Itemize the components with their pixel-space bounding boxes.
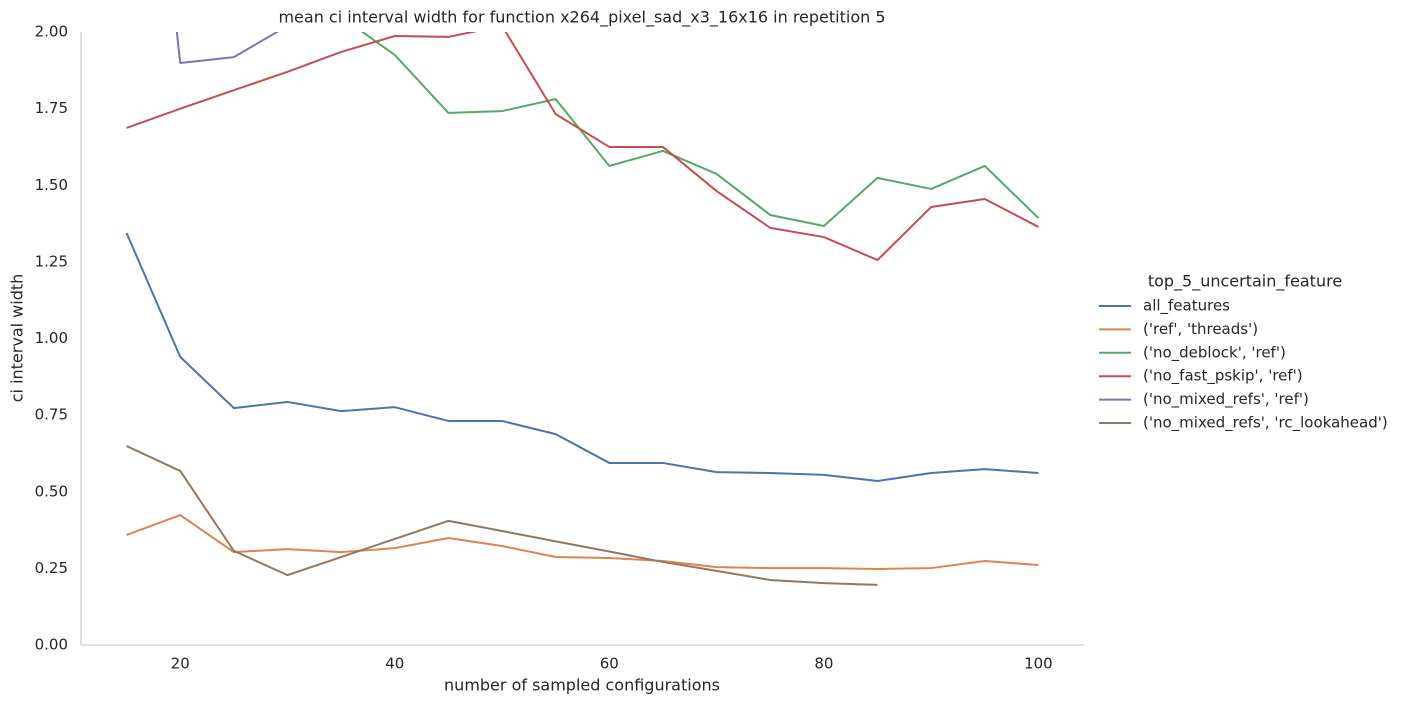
x-tick-label: 100 (1024, 655, 1053, 673)
y-tick-label: 1.00 (35, 329, 68, 347)
legend-label: all_features (1143, 297, 1230, 316)
x-tick-label: 40 (385, 655, 404, 673)
x-tick-label: 80 (814, 655, 833, 673)
series-line (360, 32, 1040, 228)
y-tick-label: 1.25 (35, 252, 68, 270)
series-line (175, 32, 279, 64)
x-tick-label: 60 (600, 655, 619, 673)
legend-label: ('no_fast_pskip', 'ref') (1143, 367, 1303, 386)
series-line (126, 514, 1039, 570)
series-line (125, 232, 1039, 483)
plot-area (125, 32, 1040, 586)
legend-label: ('no_deblock', 'ref') (1143, 343, 1286, 362)
x-tick-label: 20 (171, 655, 190, 673)
y-tick-label: 0.50 (35, 482, 68, 500)
series-line (126, 445, 878, 586)
chart-title: mean ci interval width for function x264… (278, 8, 885, 28)
y-axis-label: ci interval width (8, 274, 27, 403)
series-line (126, 32, 1039, 262)
x-axis-label: number of sampled configurations (444, 676, 720, 695)
y-tick-label: 0.75 (35, 406, 68, 424)
y-tick-label: 2.00 (35, 23, 68, 41)
y-tick-label: 0.25 (35, 559, 68, 577)
legend-title: top_5_uncertain_feature (1148, 272, 1342, 292)
legend-label: ('ref', 'threads') (1143, 320, 1258, 338)
y-tick-label: 0.00 (35, 636, 68, 654)
legend-label: ('no_mixed_refs', 'ref') (1143, 390, 1309, 409)
y-tick-label: 1.50 (35, 176, 68, 194)
legend-label: ('no_mixed_refs', 'rc_lookahead') (1143, 414, 1388, 433)
y-tick-label: 1.75 (35, 99, 68, 117)
